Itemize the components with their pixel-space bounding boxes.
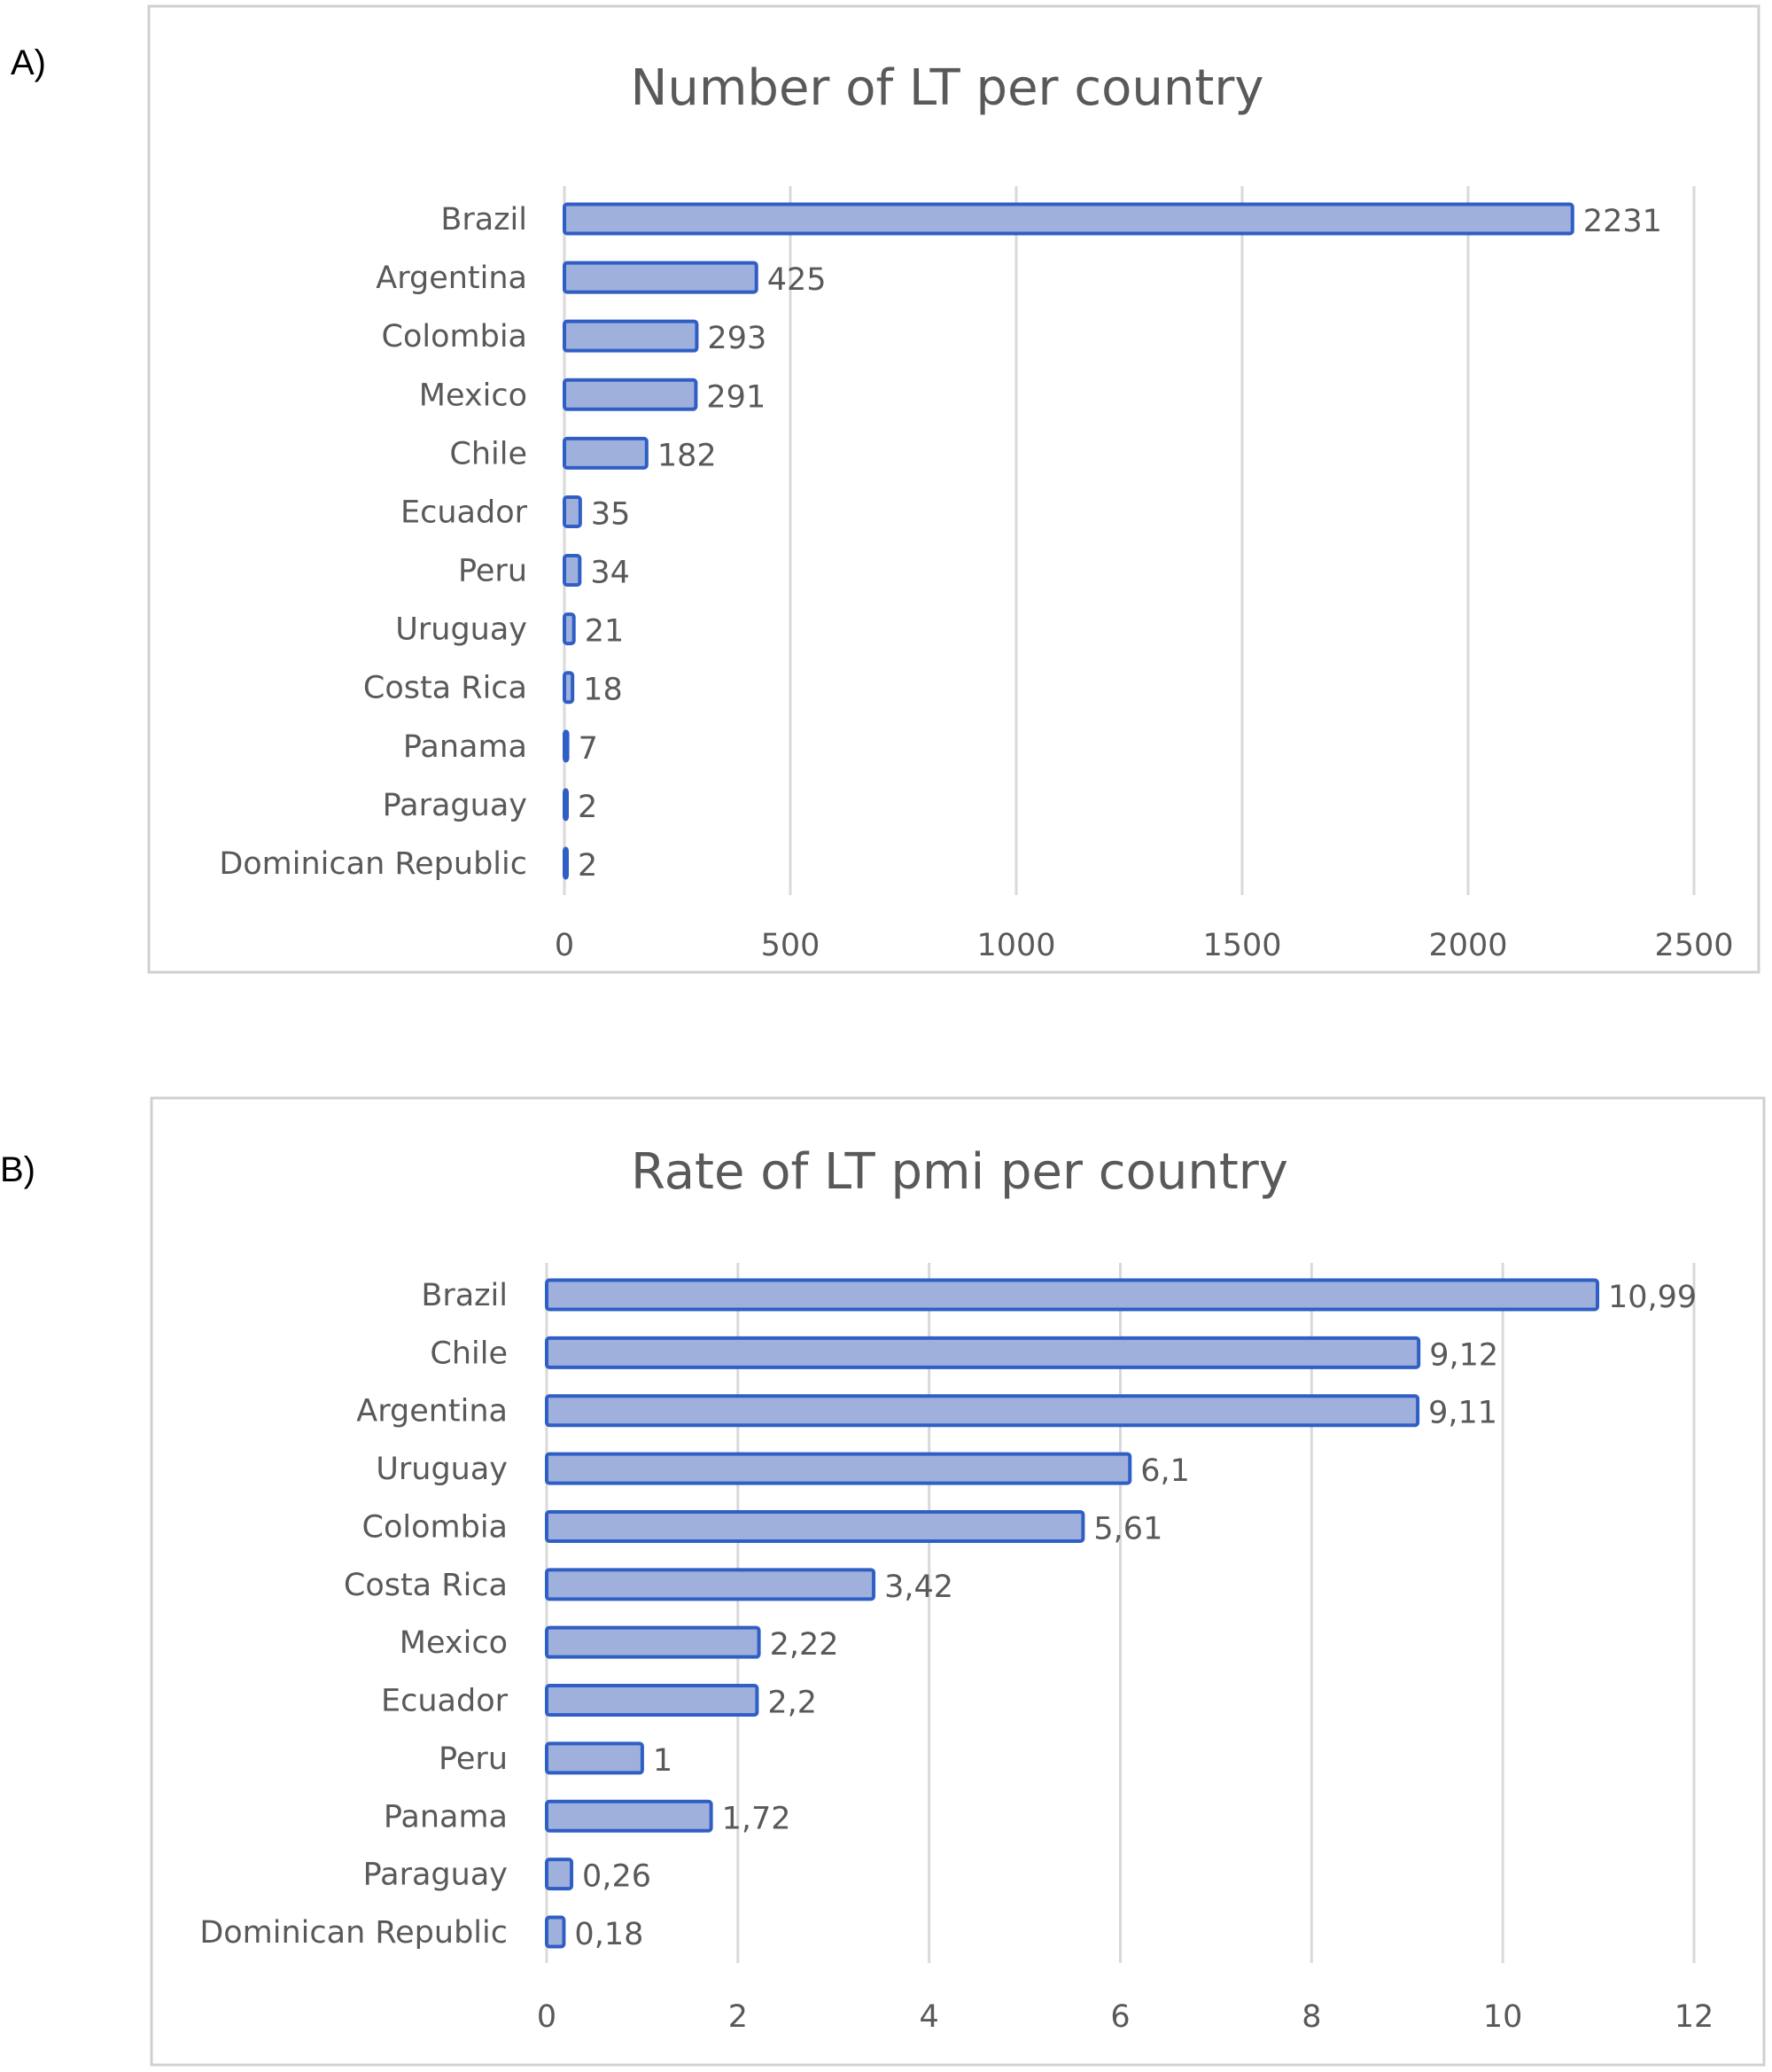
bar: [563, 671, 575, 705]
category-label: Costa Rica: [344, 1568, 508, 1603]
category-label: Colombia: [362, 1509, 508, 1545]
bar: [563, 319, 699, 353]
bar: [563, 729, 570, 763]
bar: [545, 1858, 574, 1891]
bar: [563, 612, 576, 646]
category-label: Costa Rica: [363, 671, 527, 706]
x-tick-label: 1500: [1202, 928, 1281, 963]
data-label: 6,1: [1140, 1453, 1190, 1489]
data-label: 2,22: [770, 1627, 839, 1663]
category-label: Dominican Republic: [219, 846, 527, 882]
bar: [545, 1684, 759, 1718]
category-label: Paraguay: [383, 788, 527, 823]
category-label: Dominican Republic: [199, 1915, 508, 1951]
bar: [563, 378, 698, 411]
x-tick-label: 0: [537, 1999, 556, 2035]
data-label: 7: [579, 731, 598, 767]
category-label: Chile: [430, 1336, 508, 1371]
panel-label-b: B): [0, 1150, 35, 1189]
data-label: 2231: [1583, 204, 1662, 239]
data-label: 35: [591, 496, 631, 532]
bar: [545, 1915, 566, 1949]
x-tick-label: 10: [1483, 1999, 1523, 2035]
x-tick-label: 500: [761, 928, 820, 963]
bar: [545, 1336, 1421, 1369]
x-tick-label: 8: [1302, 1999, 1321, 2035]
data-label: 5,61: [1093, 1511, 1162, 1546]
category-label: Paraguay: [363, 1858, 508, 1893]
bar: [563, 788, 569, 822]
data-label: 2: [578, 848, 597, 884]
bar: [563, 261, 758, 294]
data-label: 18: [583, 673, 623, 708]
data-label: 2,2: [767, 1686, 817, 1721]
bar: [545, 1509, 1085, 1543]
x-tick-label: 12: [1675, 1999, 1714, 2035]
bar: [563, 554, 582, 588]
category-label: Brazil: [440, 202, 527, 238]
category-label: Mexico: [419, 378, 527, 413]
data-label: 21: [585, 614, 625, 650]
data-label: 10,99: [1608, 1280, 1697, 1315]
chart-rate-of-lt-pmi: Rate of LT pmi per country 0 2 4 6 8 10 12 Braz…: [150, 1096, 1766, 2067]
x-tick-label: 2000: [1428, 928, 1507, 963]
category-label: Panama: [384, 1799, 508, 1834]
chart-border: [147, 4, 1760, 974]
data-label: 425: [767, 262, 827, 298]
category-label: Uruguay: [376, 1452, 508, 1487]
category-label: Brazil: [421, 1278, 508, 1313]
bar: [563, 846, 569, 880]
bar: [563, 436, 649, 470]
chart-title: Rate of LT pmi per country: [631, 1143, 1288, 1201]
data-label: 0,18: [574, 1917, 643, 1952]
x-tick-label: 2: [728, 1999, 748, 2035]
category-label: Peru: [439, 1741, 508, 1777]
category-label: Uruguay: [395, 612, 527, 648]
data-label: 291: [706, 379, 766, 415]
bar: [545, 1799, 713, 1833]
category-label: Argentina: [356, 1394, 508, 1429]
data-label: 1: [653, 1743, 672, 1779]
bar: [545, 1741, 644, 1775]
category-label: Ecuador: [400, 495, 528, 530]
category-label: Colombia: [382, 319, 527, 354]
chart-number-of-lt: Number of LT per country 0 500 1000 1500 200…: [147, 4, 1760, 974]
bar: [545, 1452, 1132, 1485]
data-label: 1,72: [722, 1801, 791, 1836]
category-label: Peru: [458, 554, 527, 589]
bar: [545, 1568, 876, 1601]
x-tick-label: 0: [555, 928, 574, 963]
data-label: 2: [578, 790, 597, 825]
data-label: 182: [657, 438, 717, 473]
x-tick-label: 4: [920, 1999, 939, 2035]
bar: [545, 1394, 1420, 1428]
category-label: Argentina: [376, 261, 527, 296]
panel-label-a: A): [11, 43, 46, 82]
category-label: Chile: [449, 436, 527, 471]
chart-title: Number of LT per country: [630, 59, 1263, 117]
chart-border: [150, 1096, 1766, 2067]
x-tick-label: 2500: [1654, 928, 1733, 963]
bar: [563, 202, 1574, 236]
data-label: 9,12: [1429, 1337, 1498, 1373]
x-tick-label: 1000: [976, 928, 1055, 963]
bar: [545, 1278, 1600, 1312]
x-tick-label: 6: [1110, 1999, 1130, 2035]
bar: [545, 1625, 761, 1659]
category-label: Panama: [403, 729, 527, 765]
data-label: 34: [590, 556, 630, 591]
data-label: 0,26: [582, 1859, 651, 1895]
data-label: 3,42: [884, 1570, 953, 1605]
category-label: Mexico: [400, 1625, 508, 1661]
category-label: Ecuador: [381, 1684, 509, 1719]
bar: [563, 495, 582, 528]
data-label: 293: [707, 321, 766, 356]
data-label: 9,11: [1428, 1396, 1497, 1431]
